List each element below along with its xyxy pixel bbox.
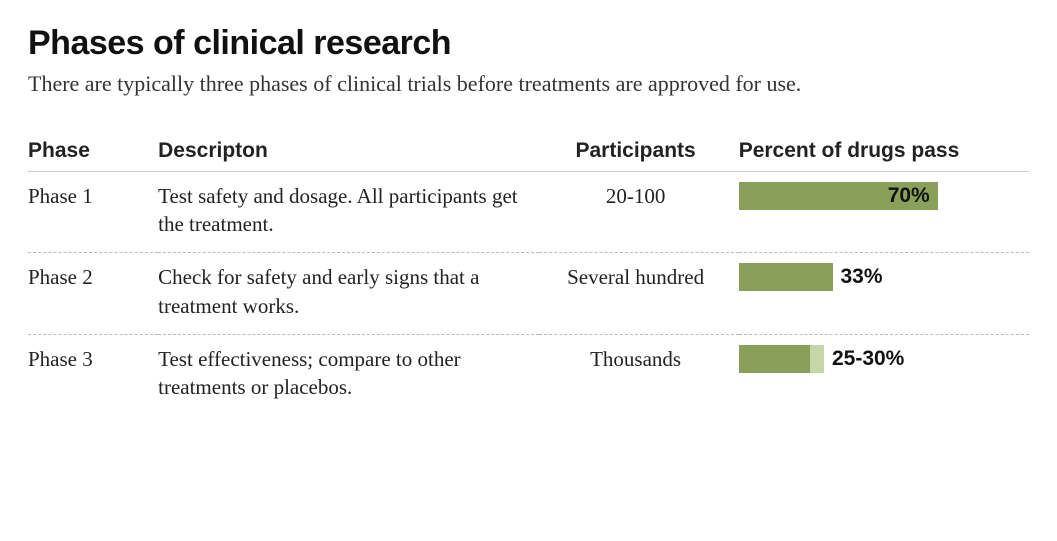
bar-fill: [739, 345, 810, 373]
bar-fill: [739, 263, 833, 291]
header-percent: Percent of drugs pass: [739, 135, 1029, 172]
page-title: Phases of clinical research: [28, 24, 1029, 63]
header-participants: Participants: [539, 135, 739, 172]
table-row: Phase 2Check for safety and early signs …: [28, 253, 1029, 335]
cell-phase: Phase 1: [28, 171, 158, 253]
header-description: Descripton: [158, 135, 538, 172]
cell-phase: Phase 3: [28, 335, 158, 416]
cell-participants: Several hundred: [539, 253, 739, 335]
page-subtitle: There are typically three phases of clin…: [28, 69, 1029, 99]
cell-description: Test safety and dosage. All participants…: [158, 171, 538, 253]
header-phase: Phase: [28, 135, 158, 172]
cell-percent-bar: 25-30%: [739, 335, 1029, 416]
cell-percent-bar: 70%: [739, 171, 1029, 253]
cell-participants: Thousands: [539, 335, 739, 416]
cell-percent-bar: 33%: [739, 253, 1029, 335]
cell-description: Test effectiveness; compare to other tre…: [158, 335, 538, 416]
table-row: Phase 1Test safety and dosage. All parti…: [28, 171, 1029, 253]
bar-label: 25-30%: [824, 345, 904, 373]
table-body: Phase 1Test safety and dosage. All parti…: [28, 171, 1029, 416]
bar-label: 70%: [888, 182, 938, 210]
cell-phase: Phase 2: [28, 253, 158, 335]
bar-label: 33%: [833, 263, 883, 291]
table-row: Phase 3Test effectiveness; compare to ot…: [28, 335, 1029, 416]
cell-description: Check for safety and early signs that a …: [158, 253, 538, 335]
phases-table: Phase Descripton Participants Percent of…: [28, 135, 1029, 416]
table-header-row: Phase Descripton Participants Percent of…: [28, 135, 1029, 172]
cell-participants: 20-100: [539, 171, 739, 253]
